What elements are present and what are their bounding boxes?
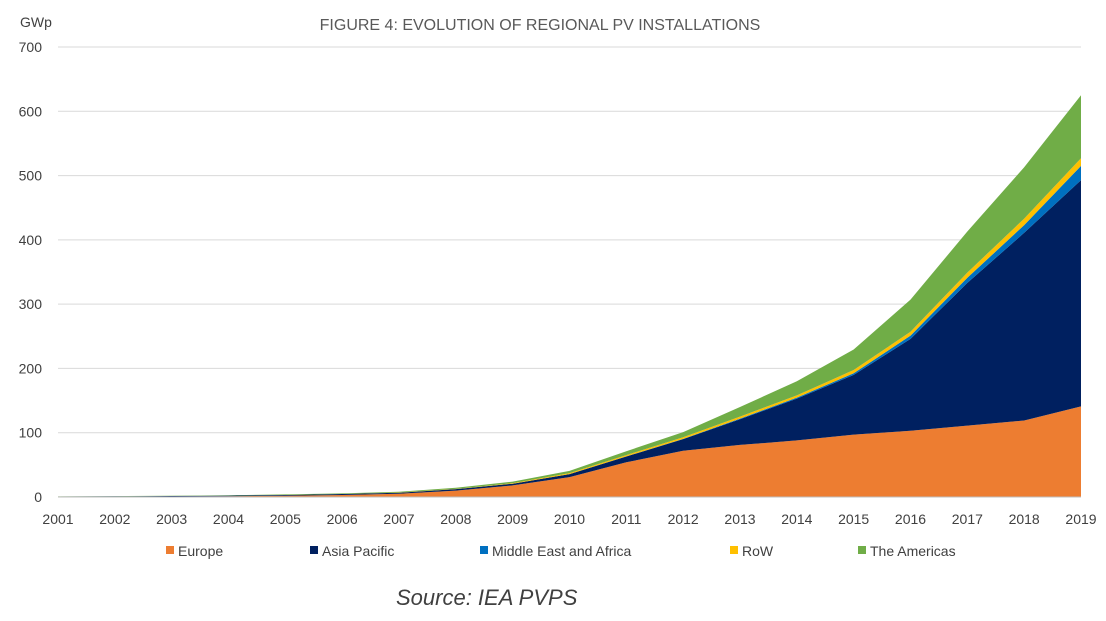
y-tick-label: 0 <box>34 489 42 505</box>
x-tick-label: 2010 <box>554 511 585 527</box>
x-tick-label: 2005 <box>270 511 301 527</box>
x-tick-label: 2003 <box>156 511 187 527</box>
x-tick-label: 2018 <box>1009 511 1040 527</box>
legend-label: The Americas <box>870 543 956 559</box>
legend-swatch <box>166 546 174 554</box>
y-tick-label: 700 <box>19 39 43 55</box>
area-asia-pacific <box>58 180 1081 497</box>
area-europe <box>58 406 1081 497</box>
legend-swatch <box>310 546 318 554</box>
legend-label: Asia Pacific <box>322 543 394 559</box>
x-tick-label: 2008 <box>440 511 471 527</box>
x-tick-label: 2011 <box>611 511 641 527</box>
legend-item-europe: Europe <box>166 543 223 559</box>
x-tick-label: 2006 <box>327 511 358 527</box>
y-tick-label: 300 <box>19 296 43 312</box>
x-tick-label: 2014 <box>781 511 812 527</box>
x-tick-label: 2009 <box>497 511 528 527</box>
legend-swatch <box>480 546 488 554</box>
x-tick-label: 2019 <box>1065 511 1096 527</box>
x-tick-label: 2002 <box>99 511 130 527</box>
legend-label: Middle East and Africa <box>492 543 632 559</box>
x-tick-label: 2017 <box>952 511 983 527</box>
y-tick-label: 100 <box>19 425 43 441</box>
source-caption: Source: IEA PVPS <box>396 585 578 610</box>
legend-item-middle-east-and-africa: Middle East and Africa <box>480 543 632 559</box>
legend-label: Europe <box>178 543 223 559</box>
x-tick-label: 2016 <box>895 511 926 527</box>
x-tick-label: 2013 <box>724 511 755 527</box>
y-tick-label: 600 <box>19 103 43 119</box>
legend-label: RoW <box>742 543 774 559</box>
x-tick-label: 2015 <box>838 511 869 527</box>
y-tick-label: 500 <box>19 168 43 184</box>
legend-swatch <box>730 546 738 554</box>
y-axis-unit: GWp <box>20 14 52 30</box>
legend-item-asia-pacific: Asia Pacific <box>310 543 394 559</box>
x-tick-label: 2004 <box>213 511 244 527</box>
y-tick-label: 200 <box>19 360 43 376</box>
x-tick-label: 2012 <box>668 511 699 527</box>
x-tick-label: 2007 <box>383 511 414 527</box>
legend-item-the-americas: The Americas <box>858 543 956 559</box>
legend-swatch <box>858 546 866 554</box>
y-tick-label: 400 <box>19 232 43 248</box>
x-tick-label: 2001 <box>42 511 73 527</box>
chart-title: FIGURE 4: EVOLUTION OF REGIONAL PV INSTA… <box>320 17 761 34</box>
legend-item-row: RoW <box>730 543 774 559</box>
